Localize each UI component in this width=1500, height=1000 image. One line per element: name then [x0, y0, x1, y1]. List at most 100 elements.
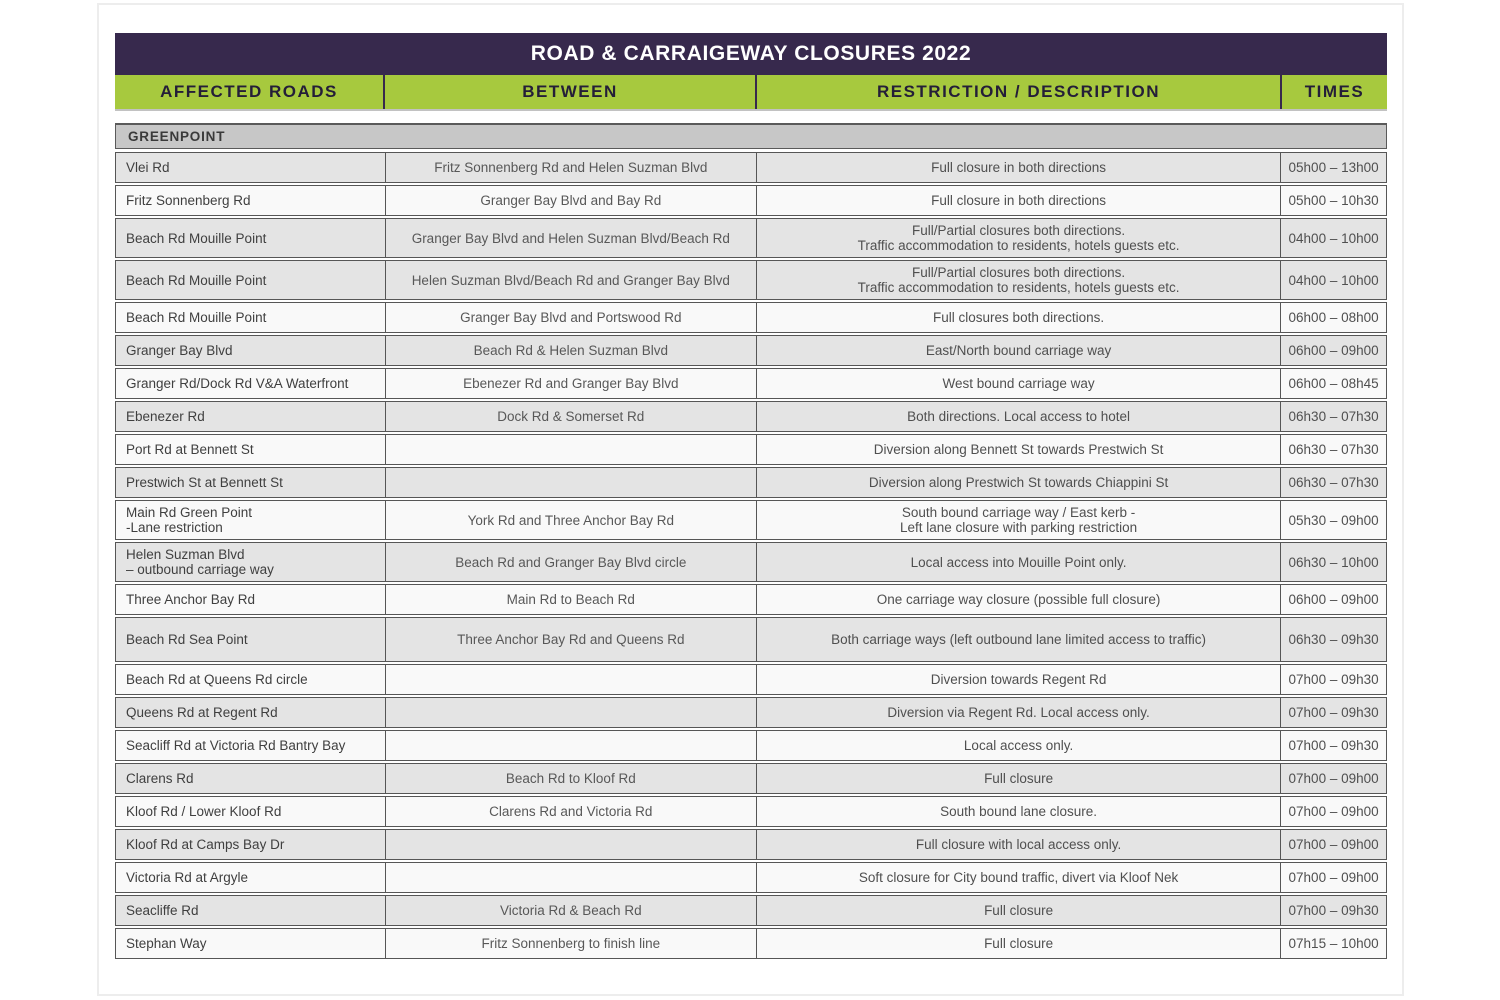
row-between: Granger Bay Blvd and Portswood Rd — [386, 303, 757, 332]
row-affected-road: Stephan Way — [116, 929, 386, 958]
table-row: Beach Rd Mouille Point Granger Bay Blvd a… — [115, 302, 1387, 333]
row-times: 05h00 – 13h00 — [1288, 160, 1379, 175]
row-affected-road: Clarens Rd — [116, 764, 386, 793]
row-times: 05h30 – 09h00 — [1288, 512, 1379, 528]
row-affected-road: Main Rd Green Point -Lane restriction — [116, 501, 386, 539]
row-between: Fritz Sonnenberg Rd and Helen Suzman Blv… — [386, 153, 757, 182]
row-restriction: Soft closure for City bound traffic, div… — [757, 863, 1282, 892]
row-between — [386, 468, 757, 497]
row-times: 04h00 – 10h00 — [1288, 272, 1379, 288]
row-restriction: Full closure with local access only. — [757, 830, 1282, 859]
table-body: Vlei Rd Fritz Sonnenberg Rd and Helen Suz… — [115, 152, 1387, 959]
table-row: Helen Suzman Blvd – outbound carriage wa… — [115, 542, 1387, 582]
row-times: 04h00 – 10h00 — [1288, 230, 1379, 246]
table-row: Main Rd Green Point -Lane restriction Yor… — [115, 500, 1387, 540]
table-row: Clarens Rd Beach Rd to Kloof Rd Full closu… — [115, 763, 1387, 794]
row-restriction: Full/Partial closures both directions. T… — [757, 219, 1282, 257]
row-restriction: West bound carriage way — [757, 369, 1282, 398]
row-restriction: Diversion via Regent Rd. Local access on… — [757, 698, 1282, 727]
row-times: 07h00 – 09h00 — [1288, 771, 1379, 786]
row-between — [386, 698, 757, 727]
row-affected-road: Kloof Rd / Lower Kloof Rd — [116, 797, 386, 826]
row-between: Beach Rd to Kloof Rd — [386, 764, 757, 793]
row-between — [386, 830, 757, 859]
row-times: 06h00 – 09h00 — [1288, 343, 1379, 358]
table-row: Queens Rd at Regent Rd Diversion via Rege… — [115, 697, 1387, 728]
table-row: Kloof Rd / Lower Kloof Rd Clarens Rd and … — [115, 796, 1387, 827]
row-times: 07h00 – 09h30 — [1288, 672, 1379, 687]
table-row: Port Rd at Bennett St Diversion along Ben… — [115, 434, 1387, 465]
row-between: Three Anchor Bay Rd and Queens Rd — [386, 618, 757, 661]
row-times: 06h30 – 10h00 — [1288, 554, 1379, 570]
row-times: 07h00 – 09h30 — [1288, 738, 1379, 753]
column-header-between: BETWEEN — [385, 75, 757, 109]
table-row: Seacliff Rd at Victoria Rd Bantry Bay Loc… — [115, 730, 1387, 761]
row-restriction: Diversion towards Regent Rd — [757, 665, 1282, 694]
row-between: Clarens Rd and Victoria Rd — [386, 797, 757, 826]
row-times: 07h15 – 10h00 — [1288, 936, 1379, 951]
row-affected-road: Victoria Rd at Argyle — [116, 863, 386, 892]
row-restriction: Diversion along Prestwich St towards Chi… — [757, 468, 1282, 497]
row-restriction: Diversion along Bennett St towards Prest… — [757, 435, 1282, 464]
row-affected-road: Three Anchor Bay Rd — [116, 585, 386, 614]
table-row: Seacliffe Rd Victoria Rd & Beach Rd Full c… — [115, 895, 1387, 926]
row-times: 06h00 – 08h45 — [1288, 376, 1379, 391]
row-times: 07h00 – 09h00 — [1288, 870, 1379, 885]
table-row: Beach Rd Mouille Point Helen Suzman Blvd/… — [115, 260, 1387, 300]
row-restriction: South bound carriage way / East kerb - L… — [757, 501, 1282, 539]
row-restriction: Full/Partial closures both directions. T… — [757, 261, 1282, 299]
row-restriction: Both directions. Local access to hotel — [757, 402, 1282, 431]
row-between — [386, 863, 757, 892]
row-between: Fritz Sonnenberg to finish line — [386, 929, 757, 958]
row-affected-road: Port Rd at Bennett St — [116, 435, 386, 464]
row-between: Ebenezer Rd and Granger Bay Blvd — [386, 369, 757, 398]
row-affected-road: Vlei Rd — [116, 153, 386, 182]
row-between: York Rd and Three Anchor Bay Rd — [386, 501, 757, 539]
row-restriction: Full closure — [757, 764, 1282, 793]
section-header-greenpoint: GREENPOINT — [115, 123, 1387, 149]
row-restriction: One carriage way closure (possible full … — [757, 585, 1282, 614]
row-times: 07h00 – 09h00 — [1288, 804, 1379, 819]
row-times: 05h00 – 10h30 — [1288, 193, 1379, 208]
table-row: Beach Rd Mouille Point Granger Bay Blvd a… — [115, 218, 1387, 258]
road-closures-table: ROAD & CARRAIGEWAY CLOSURES 2022 AFFECTE… — [115, 33, 1387, 961]
column-header-affected-roads: AFFECTED ROADS — [115, 75, 385, 109]
column-header-times: TIMES — [1304, 82, 1365, 101]
row-between — [386, 731, 757, 760]
row-times: 06h00 – 09h00 — [1288, 592, 1379, 607]
row-times: 07h00 – 09h30 — [1288, 705, 1379, 720]
row-times: 06h30 – 07h30 — [1288, 409, 1379, 424]
table-row: Vlei Rd Fritz Sonnenberg Rd and Helen Suz… — [115, 152, 1387, 183]
row-times: 07h00 – 09h00 — [1288, 837, 1379, 852]
row-between: Main Rd to Beach Rd — [386, 585, 757, 614]
row-restriction: Full closure — [757, 896, 1282, 925]
table-row: Beach Rd at Queens Rd circle Diversion to… — [115, 664, 1387, 695]
row-restriction: Full closure in both directions — [757, 186, 1282, 215]
row-affected-road: Ebenezer Rd — [116, 402, 386, 431]
row-affected-road: Queens Rd at Regent Rd — [116, 698, 386, 727]
row-affected-road: Seacliff Rd at Victoria Rd Bantry Bay — [116, 731, 386, 760]
row-between — [386, 435, 757, 464]
row-affected-road: Beach Rd Sea Point — [116, 618, 386, 661]
row-affected-road: Beach Rd Mouille Point — [116, 303, 386, 332]
row-affected-road: Fritz Sonnenberg Rd — [116, 186, 386, 215]
column-header-restriction-description: RESTRICTION / DESCRIPTION — [757, 75, 1282, 109]
row-restriction: East/North bound carriage way — [757, 336, 1282, 365]
row-affected-road: Seacliffe Rd — [116, 896, 386, 925]
row-between: Dock Rd & Somerset Rd — [386, 402, 757, 431]
row-times: 06h30 – 09h30 — [1288, 632, 1379, 647]
row-restriction: Full closures both directions. — [757, 303, 1282, 332]
row-times: 06h00 – 08h00 — [1288, 310, 1379, 325]
row-times: 06h30 – 07h30 — [1288, 442, 1379, 457]
row-restriction: Full closure — [757, 929, 1282, 958]
table-row: Ebenezer Rd Dock Rd & Somerset Rd Both dir… — [115, 401, 1387, 432]
row-between: Victoria Rd & Beach Rd — [386, 896, 757, 925]
row-affected-road: Granger Rd/Dock Rd V&A Waterfront — [116, 369, 386, 398]
row-restriction: South bound lane closure. — [757, 797, 1282, 826]
row-affected-road: Beach Rd Mouille Point — [116, 219, 386, 257]
table-row: Three Anchor Bay Rd Main Rd to Beach Rd On… — [115, 584, 1387, 615]
row-between: Beach Rd & Helen Suzman Blvd — [386, 336, 757, 365]
table-row: Beach Rd Sea Point Three Anchor Bay Rd an… — [115, 617, 1387, 662]
row-affected-road: Beach Rd at Queens Rd circle — [116, 665, 386, 694]
row-times: 07h00 – 09h30 — [1288, 903, 1379, 918]
